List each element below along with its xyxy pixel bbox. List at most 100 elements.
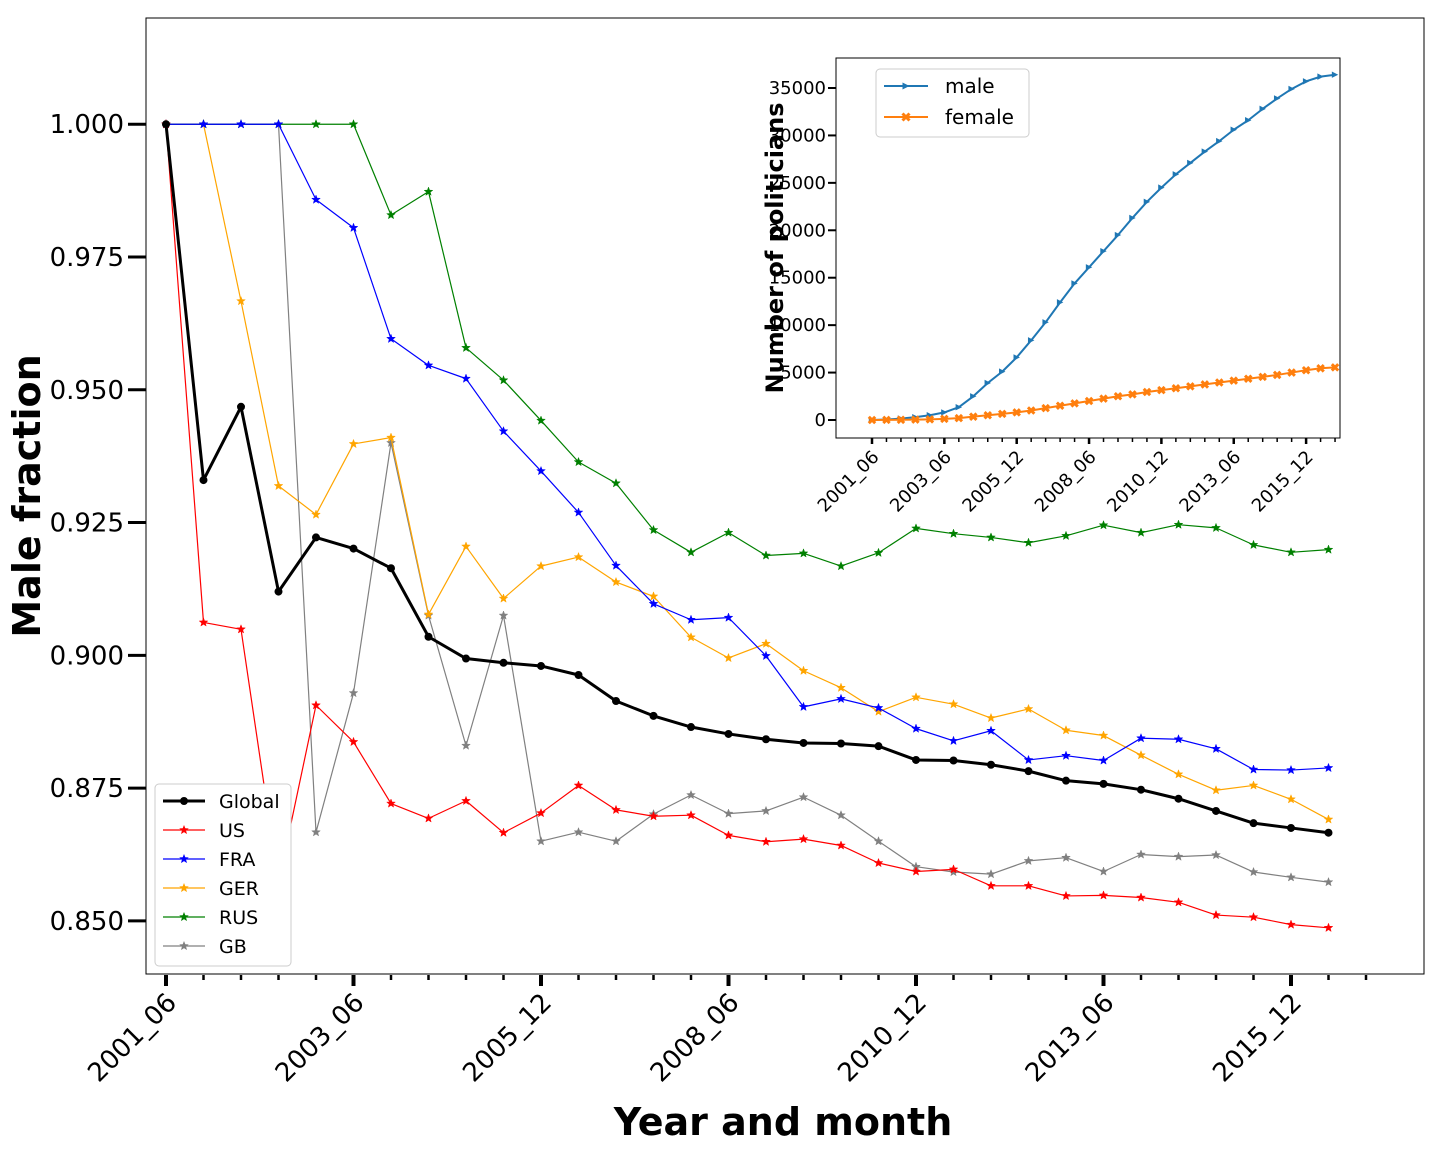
inset-marker-male	[1317, 73, 1324, 80]
marker-fra	[1023, 754, 1034, 765]
marker-gb	[761, 805, 771, 816]
main-legend-label: GB	[219, 936, 247, 958]
inset-y-tick-label: 25000	[769, 173, 826, 194]
marker-gb	[611, 836, 621, 846]
marker-ger	[723, 652, 734, 663]
main-legend-marker	[179, 853, 189, 864]
inset-marker-male	[1230, 126, 1237, 133]
marker-fra	[423, 360, 434, 370]
inset-marker-male	[1085, 264, 1093, 271]
marker-rus	[1173, 519, 1184, 529]
marker-fra	[798, 701, 809, 712]
inset-y-tick-label: 10000	[769, 315, 826, 336]
marker-gb	[873, 836, 884, 846]
marker-global	[424, 632, 433, 641]
marker-us	[798, 833, 809, 844]
inset-series-male	[868, 71, 1339, 424]
marker-us	[386, 798, 396, 808]
inset-legend-marker	[901, 112, 911, 122]
inset-marker-female	[1055, 401, 1065, 411]
series-rus	[161, 119, 1334, 571]
main-legend-marker	[179, 824, 189, 835]
marker-rus	[1098, 519, 1109, 530]
marker-us	[1098, 890, 1109, 900]
marker-us	[761, 836, 771, 846]
marker-us	[686, 809, 696, 820]
inset-marker-female	[1070, 399, 1079, 408]
main-x-tick-label: 2013_06	[1020, 988, 1121, 1089]
main-y-tick-label: 0.975	[50, 243, 124, 273]
marker-us	[911, 866, 921, 876]
marker-global	[1062, 776, 1070, 785]
marker-global	[462, 654, 470, 663]
inset-marker-male	[1143, 198, 1151, 206]
inset-marker-female	[882, 415, 891, 425]
main-legend-label: FRA	[219, 849, 255, 871]
marker-ger	[348, 438, 359, 449]
inset-marker-female	[1287, 368, 1296, 377]
marker-ger	[536, 560, 546, 571]
marker-gb	[798, 791, 809, 802]
main-x-tick-label: 2010_12	[832, 988, 933, 1089]
main-series-lines	[161, 119, 1334, 933]
inset-marker-female	[1157, 385, 1166, 395]
inset-marker-male	[1129, 214, 1136, 222]
marker-global	[1287, 823, 1295, 832]
marker-rus	[311, 119, 321, 129]
marker-us	[461, 795, 471, 806]
inset-marker-female	[1200, 380, 1210, 389]
marker-rus	[911, 523, 921, 533]
inset-marker-male	[1027, 337, 1035, 344]
marker-fra	[911, 723, 921, 733]
marker-fra	[1286, 764, 1296, 775]
marker-fra	[986, 725, 996, 735]
inset-marker-female	[1171, 383, 1181, 393]
marker-ger	[273, 480, 284, 491]
inset-marker-male	[1114, 231, 1122, 239]
inset-marker-female	[997, 409, 1007, 419]
marker-ger	[836, 682, 846, 692]
inset-marker-male	[1013, 354, 1020, 361]
marker-rus	[1023, 537, 1034, 547]
marker-ger	[1286, 794, 1296, 804]
marker-rus	[948, 528, 959, 538]
marker-gb	[386, 437, 396, 448]
marker-global	[649, 711, 658, 720]
inset-marker-male	[1056, 299, 1064, 306]
marker-rus	[348, 119, 359, 129]
inset-marker-female	[969, 412, 978, 421]
marker-gb	[536, 836, 546, 846]
marker-fra	[1248, 764, 1259, 774]
marker-fra	[948, 735, 959, 746]
marker-global	[1249, 819, 1258, 828]
marker-global	[349, 544, 358, 553]
marker-global	[499, 658, 508, 667]
inset-marker-male	[1331, 71, 1339, 78]
inset-marker-male	[1158, 184, 1165, 191]
inset-marker-female	[1084, 396, 1094, 406]
series-line-global	[164, 124, 1329, 835]
marker-rus	[723, 527, 734, 537]
marker-ger	[611, 576, 621, 587]
inset-legend-label: female	[945, 105, 1014, 129]
marker-rus	[498, 375, 509, 385]
marker-global	[874, 742, 883, 751]
marker-fra	[236, 119, 246, 129]
marker-fra	[723, 612, 734, 622]
marker-global	[837, 739, 845, 748]
marker-rus	[761, 550, 771, 560]
main-y-tick-label: 0.900	[50, 641, 124, 671]
marker-gb	[723, 808, 734, 818]
marker-gb	[1061, 852, 1071, 862]
marker-us	[236, 624, 246, 634]
inset-marker-male	[1172, 171, 1180, 178]
marker-us	[836, 840, 846, 850]
marker-gb	[1173, 851, 1184, 861]
inset-marker-female	[1243, 374, 1253, 383]
inset-marker-male	[1259, 105, 1266, 113]
marker-fra	[686, 614, 696, 624]
marker-gb	[836, 809, 846, 820]
marker-fra	[311, 194, 321, 204]
main-y-tick-label: 0.875	[50, 774, 124, 804]
